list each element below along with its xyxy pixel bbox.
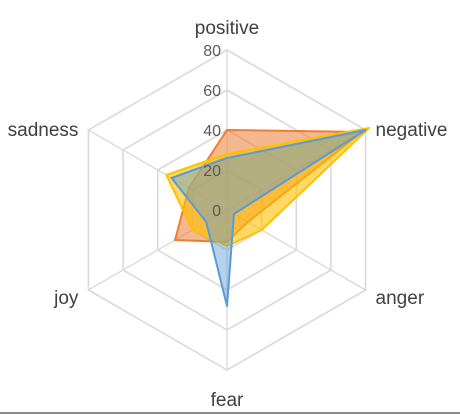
tick-label: 0 [212,203,221,220]
tick-label: 20 [203,163,221,180]
category-label-fear: fear [211,390,244,411]
bottom-border [0,412,460,414]
series-2-area [165,127,371,247]
radar-series [165,127,371,307]
category-label-sadness: sadness [8,120,79,141]
category-label-joy: joy [53,288,79,309]
category-label-anger: anger [376,288,425,309]
radar-tick-labels: 0 20 40 60 80 [203,43,221,220]
series-3-area [170,129,367,307]
category-label-negative: negative [376,120,448,141]
tick-label: 60 [203,83,221,100]
category-label-positive: positive [195,18,259,39]
tick-label: 80 [203,43,221,60]
radar-category-labels: positive negative anger fear joy sadness [8,18,448,411]
tick-label: 40 [203,123,221,140]
